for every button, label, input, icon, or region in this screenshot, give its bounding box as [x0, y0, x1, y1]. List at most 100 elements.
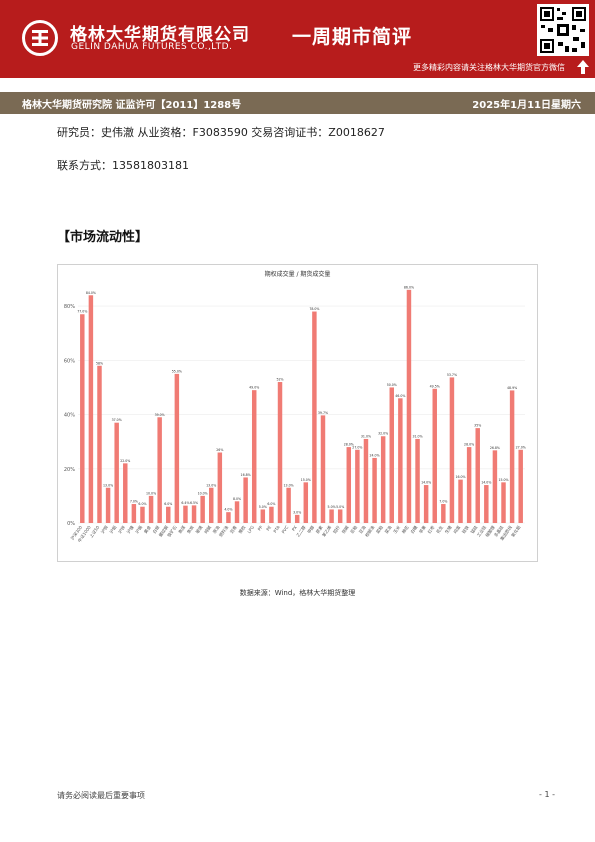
data-label: 6.0%: [138, 502, 146, 506]
x-tick-label: 红枣: [426, 523, 437, 535]
data-label: 7.0%: [130, 500, 138, 504]
data-label: 35%: [474, 424, 481, 428]
data-label: 28.0%: [464, 443, 474, 447]
section-title: 【市场流动性】: [57, 230, 149, 245]
bar: [441, 504, 446, 523]
x-tick-label: PVC: [281, 525, 290, 535]
data-label: 4.0%: [224, 508, 232, 512]
liquidity-chart: 期权成交量 / 期货成交量 0% 20% 40% 60% 80% 77.0% 沪深300 84…: [57, 264, 538, 562]
data-label: 3.0%: [293, 510, 301, 514]
x-tick-label: 沪锌: [116, 523, 127, 535]
x-tick-label: 菜油: [383, 524, 394, 535]
logo-icon: [32, 30, 48, 46]
data-label: 50.0%: [387, 383, 397, 387]
x-tick-label: 沪铝: [108, 524, 119, 535]
data-label: 26%: [216, 448, 223, 452]
company-name-en: GELIN DAHUA FUTURES CO.,LTD.: [71, 42, 233, 52]
x-tick-label: 尿素: [314, 524, 324, 534]
data-label: 16.8%: [241, 473, 251, 477]
bar: [131, 504, 137, 523]
data-label: 58%: [96, 361, 103, 365]
institute-license: 格林大华期货研究院 证监许可【2011】1288号: [22, 100, 242, 111]
x-tick-label: 锰硅: [469, 523, 480, 535]
x-tick-label: LPG: [246, 525, 255, 535]
bar: [415, 438, 420, 523]
bar: [320, 415, 326, 523]
follow-wechat-text: 更多精彩内容请关注格林大华期货官方微信: [413, 63, 565, 72]
x-tick-label: 沥青: [228, 524, 239, 535]
data-label: 6.5%: [190, 501, 198, 505]
data-label: 7.0%: [439, 500, 447, 504]
bar: [355, 449, 360, 523]
x-tick-label: PE: [265, 524, 272, 531]
company-logo: [22, 20, 58, 56]
x-tick-label: 菜粕: [374, 524, 385, 535]
bar: [251, 390, 257, 523]
bar: [200, 495, 205, 523]
data-label: 28.0%: [344, 443, 354, 447]
data-label: 13.0%: [103, 483, 113, 487]
x-tick-label: 短纤: [331, 523, 342, 535]
x-tick-label: 焦炭: [185, 524, 196, 535]
bar: [380, 436, 386, 523]
bar: [372, 457, 377, 523]
y-tick-label: 20%: [64, 467, 75, 473]
y-tick-label: 40%: [64, 413, 75, 419]
bar: [226, 512, 231, 523]
bar: [183, 505, 188, 523]
bar: [243, 477, 248, 523]
bar: [501, 482, 506, 523]
data-label: 14.0%: [481, 481, 491, 485]
bar: [432, 388, 437, 523]
bar: [269, 506, 274, 523]
bar: [518, 449, 523, 523]
bar: [209, 487, 214, 523]
bar: [423, 485, 429, 523]
y-tick-label: 0%: [67, 521, 75, 527]
bar: [88, 295, 94, 523]
report-title: 一周期市简评: [292, 26, 413, 48]
bar: [294, 514, 300, 523]
bar: [277, 382, 283, 523]
x-tick-label: PP: [257, 524, 264, 531]
bar: [148, 495, 154, 523]
data-label: 31.0%: [412, 434, 422, 438]
data-label: 22.0%: [120, 459, 130, 463]
bar: [191, 505, 197, 523]
bar: [466, 447, 472, 523]
data-label: 15.0%: [301, 478, 311, 482]
data-label: 26.8%: [490, 446, 500, 450]
data-label: 5.0%: [328, 505, 336, 509]
arrow-up-icon: [577, 60, 589, 74]
bar: [166, 506, 171, 523]
data-label: 78.0%: [309, 307, 319, 311]
bar: [140, 506, 145, 523]
bar: [286, 487, 291, 523]
data-label: 86.0%: [404, 285, 414, 289]
qr-code-icon: [537, 4, 589, 56]
x-tick-label: 苹果: [417, 523, 428, 535]
bar: [157, 417, 162, 523]
bar: [105, 487, 111, 523]
bar: [492, 450, 498, 523]
data-label: 27.0%: [516, 445, 526, 449]
x-tick-label: 纯碱: [202, 523, 213, 535]
data-label: 6.0%: [164, 502, 172, 506]
data-label: 16.0%: [455, 475, 465, 479]
bar: [97, 365, 102, 523]
data-label: 5.0%: [336, 505, 344, 509]
bar: [234, 501, 240, 523]
header-banner: [0, 0, 595, 78]
y-tick-label: 80%: [64, 304, 75, 310]
data-label: 5.0%: [259, 505, 267, 509]
y-tick-label: 60%: [64, 358, 75, 364]
report-date: 2025年1月11日星期六: [472, 100, 581, 111]
bar: [406, 289, 412, 523]
x-tick-label: 甲醇: [305, 524, 316, 535]
bar: [312, 311, 317, 523]
data-label: 55.0%: [172, 369, 182, 373]
data-label: 6.0%: [267, 502, 275, 506]
x-tick-label: 豆粕: [348, 524, 359, 535]
data-label: 13.0%: [284, 483, 294, 487]
data-label: 48.9%: [507, 386, 517, 390]
